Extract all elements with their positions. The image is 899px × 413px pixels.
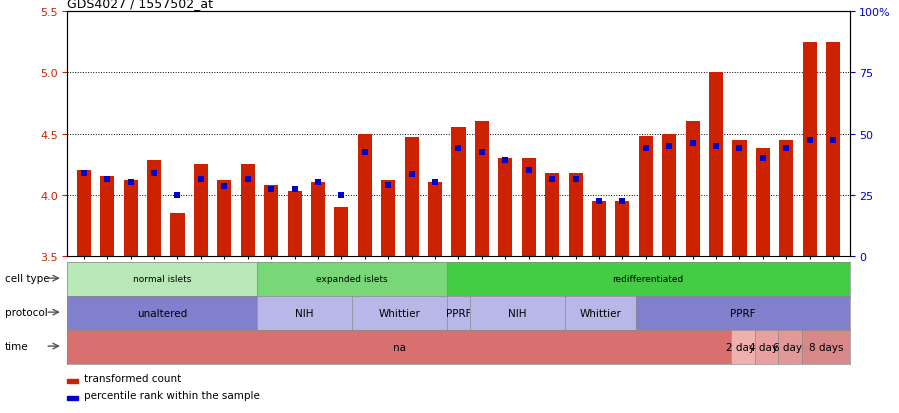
Point xyxy=(568,176,583,183)
Bar xyxy=(381,180,396,256)
Text: NIH: NIH xyxy=(509,308,527,318)
Point xyxy=(662,143,676,150)
Point xyxy=(451,145,466,152)
Point xyxy=(428,180,442,186)
Bar xyxy=(67,396,77,400)
Bar xyxy=(76,171,91,256)
Bar xyxy=(733,140,746,256)
Bar xyxy=(639,137,653,256)
Point xyxy=(779,145,794,152)
Bar xyxy=(451,128,466,256)
Text: cell type: cell type xyxy=(5,273,49,283)
Point xyxy=(709,143,724,150)
Bar xyxy=(311,183,325,256)
Text: redifferentiated: redifferentiated xyxy=(612,275,684,284)
Point xyxy=(615,198,629,204)
Text: 2 days: 2 days xyxy=(725,342,761,352)
Point xyxy=(100,176,114,183)
Point xyxy=(193,176,208,183)
Point xyxy=(170,192,184,198)
Bar xyxy=(592,201,606,256)
Bar xyxy=(334,207,349,256)
Point xyxy=(334,192,349,198)
Bar xyxy=(171,214,184,256)
Bar xyxy=(475,122,489,256)
Bar xyxy=(67,380,77,383)
Text: transformed count: transformed count xyxy=(84,373,181,383)
Point xyxy=(475,149,489,156)
Text: Whittier: Whittier xyxy=(580,308,621,318)
Point xyxy=(381,182,396,189)
Bar xyxy=(241,165,254,256)
Point xyxy=(405,171,419,178)
Bar xyxy=(288,192,301,256)
Text: na: na xyxy=(393,342,405,352)
Bar xyxy=(218,180,231,256)
Point xyxy=(264,186,279,192)
Text: NIH: NIH xyxy=(295,308,314,318)
Text: normal islets: normal islets xyxy=(133,275,191,284)
Bar xyxy=(616,201,629,256)
Text: percentile rank within the sample: percentile rank within the sample xyxy=(84,390,260,400)
Point xyxy=(826,137,841,144)
Bar xyxy=(545,173,559,256)
Text: 4 days: 4 days xyxy=(750,342,784,352)
Bar xyxy=(264,185,278,256)
Text: 6 days: 6 days xyxy=(773,342,807,352)
Text: GDS4027 / 1557502_at: GDS4027 / 1557502_at xyxy=(67,0,213,10)
Bar xyxy=(498,159,512,256)
Point xyxy=(241,176,255,183)
Text: PPRF: PPRF xyxy=(730,308,756,318)
Bar xyxy=(568,173,583,256)
Bar xyxy=(663,134,676,256)
Point xyxy=(638,145,653,152)
Text: time: time xyxy=(5,341,29,351)
Text: PPRF: PPRF xyxy=(446,308,471,318)
Bar xyxy=(194,165,208,256)
Point xyxy=(733,145,747,152)
Point xyxy=(545,176,559,183)
Bar xyxy=(521,159,536,256)
Point xyxy=(685,141,699,147)
Point xyxy=(756,155,770,162)
Point xyxy=(218,183,232,190)
Text: expanded islets: expanded islets xyxy=(316,275,387,284)
Bar xyxy=(709,74,723,256)
Bar xyxy=(428,183,442,256)
Bar xyxy=(124,180,138,256)
Text: 8 days: 8 days xyxy=(808,342,843,352)
Point xyxy=(358,149,372,156)
Bar xyxy=(147,161,161,256)
Text: Whittier: Whittier xyxy=(378,308,420,318)
Text: protocol: protocol xyxy=(5,307,48,317)
Bar xyxy=(803,43,817,256)
Point xyxy=(311,180,325,186)
Point xyxy=(76,170,91,176)
Bar xyxy=(100,177,114,256)
Point xyxy=(498,158,512,164)
Text: unaltered: unaltered xyxy=(138,308,187,318)
Bar xyxy=(686,122,699,256)
Bar xyxy=(826,43,841,256)
Point xyxy=(147,170,161,176)
Point xyxy=(123,180,138,186)
Bar xyxy=(358,134,372,256)
Point xyxy=(803,137,817,144)
Point xyxy=(592,198,606,204)
Bar xyxy=(405,138,419,256)
Point xyxy=(288,186,302,192)
Point xyxy=(521,167,536,174)
Bar xyxy=(779,140,793,256)
Bar xyxy=(756,149,770,256)
